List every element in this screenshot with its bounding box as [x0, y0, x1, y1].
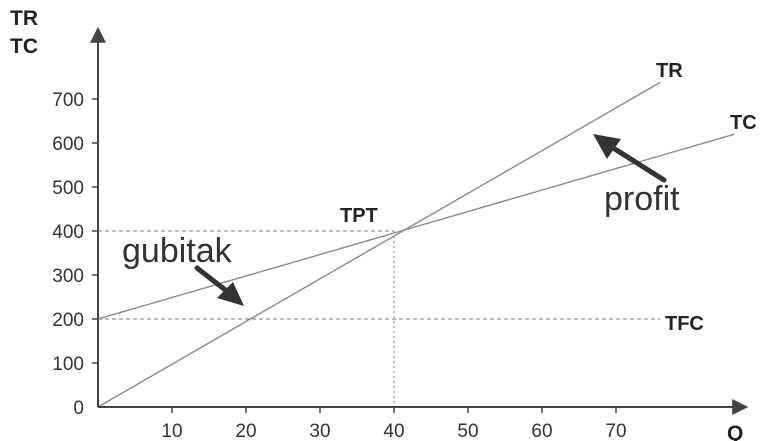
y-tick-label: 300 — [52, 266, 84, 287]
x-tick-label: 10 — [161, 421, 182, 441]
y-tick-label: 0 — [73, 398, 84, 419]
loss-label: gubitak — [122, 232, 233, 270]
y-tick-label: 200 — [52, 310, 84, 331]
x-tick-label: 60 — [531, 421, 552, 441]
x-tick-label: 40 — [383, 421, 404, 441]
series-label-tfc: TFC — [665, 313, 704, 335]
x-tick-label: 50 — [457, 421, 478, 441]
x-axis-title: Q — [727, 422, 743, 441]
loss-arrow — [194, 265, 244, 306]
profit-arrow — [593, 134, 667, 183]
y-axis-title-line-1: TR — [10, 7, 38, 30]
series-line-tr — [97, 81, 661, 408]
x-tick-label: 70 — [605, 421, 626, 441]
y-tick-label: 500 — [52, 178, 84, 199]
x-tick-label: 30 — [309, 421, 330, 441]
y-tick-label: 400 — [52, 222, 84, 243]
y-tick-label: 600 — [52, 134, 84, 155]
x-tick-label: 20 — [235, 421, 256, 441]
series-label-tc: TC — [730, 112, 757, 134]
y-axis-title-line-2: TC — [10, 35, 38, 58]
y-tick-label: 100 — [52, 354, 84, 375]
series-label-tr: TR — [656, 60, 683, 82]
profit-label: profit — [604, 180, 680, 218]
break-even-label: TPT — [340, 205, 378, 227]
y-tick-label: 700 — [52, 90, 84, 111]
series-line-tc — [97, 133, 735, 320]
